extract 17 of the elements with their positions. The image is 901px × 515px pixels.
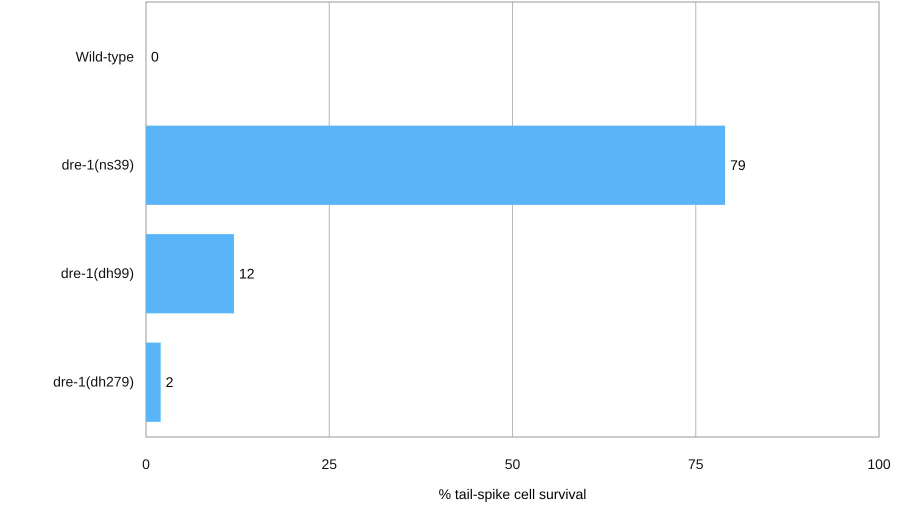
x-tick-label: 25 <box>321 456 338 472</box>
data-label: 12 <box>238 266 255 282</box>
y-tick-label: dre-1(dh279) <box>53 374 134 390</box>
data-label: 0 <box>151 48 159 65</box>
y-tick-label: dre-1(ns39) <box>62 156 134 173</box>
y-tick-label: Wild-type <box>76 48 134 64</box>
y-tick-label: dre-1(dh99) <box>60 265 134 282</box>
data-label: 2 <box>166 374 174 390</box>
x-tick-label: 0 <box>142 456 150 472</box>
x-axis-title: % tail-spike cell survival <box>438 486 586 502</box>
x-tick-label: 100 <box>867 456 891 472</box>
bar <box>146 126 726 205</box>
x-tick-label: 50 <box>504 456 520 472</box>
bar <box>146 342 161 422</box>
bar <box>146 234 234 314</box>
x-tick-label: 75 <box>688 456 704 472</box>
data-label: 79 <box>730 157 746 174</box>
